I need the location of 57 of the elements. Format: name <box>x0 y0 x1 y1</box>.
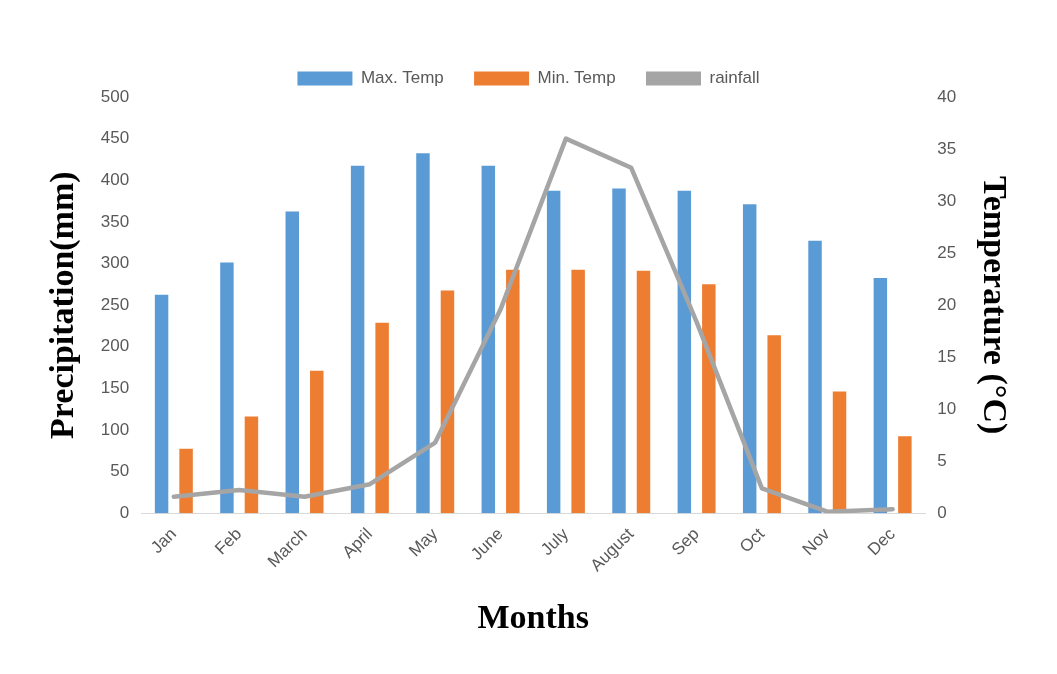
y-tick-label: 0 <box>119 503 130 523</box>
bar <box>742 204 757 514</box>
y-tick-label: 400 <box>100 169 130 189</box>
bar <box>416 153 430 514</box>
bar <box>220 262 234 514</box>
y-tick-label: 450 <box>100 128 130 148</box>
legend-label: rainfall <box>709 68 760 88</box>
bar <box>546 190 561 514</box>
legend-label: Min. Temp <box>537 68 616 88</box>
y2-tick-label: 40 <box>937 86 957 106</box>
bar <box>440 290 455 514</box>
bar <box>179 448 193 514</box>
bar <box>481 165 496 514</box>
x-tick-label: Sep <box>667 524 703 560</box>
bar <box>612 188 626 514</box>
y2-tick-label: 15 <box>937 346 957 366</box>
y-tick-label: 500 <box>100 86 130 106</box>
x-tick-label: Nov <box>798 523 834 560</box>
y-tick-label: 50 <box>110 461 130 481</box>
y2-tick-label: 5 <box>937 450 947 470</box>
x-tick-label: Feb <box>211 524 246 559</box>
y2-tick-label: 0 <box>937 503 947 523</box>
bar <box>636 270 651 514</box>
x-tick-label: Jan <box>147 524 180 558</box>
x-tick-label: May <box>405 523 442 561</box>
y-tick-label: 300 <box>100 253 130 273</box>
bar <box>285 211 300 514</box>
bar <box>375 322 389 514</box>
y-tick-label: 250 <box>100 294 130 314</box>
bar <box>873 278 888 514</box>
y-tick-label: 200 <box>100 336 130 356</box>
y-tick-label: 150 <box>100 378 130 398</box>
x-tick-label: Oct <box>735 524 769 557</box>
y2-axis-title: Temperature (°C) <box>975 176 1014 435</box>
legend-label: Max. Temp <box>360 68 444 88</box>
bar <box>571 269 585 514</box>
bar <box>506 269 520 514</box>
x-tick-label: Dec <box>863 523 900 560</box>
bar <box>310 370 324 514</box>
y2-tick-label: 20 <box>937 294 957 314</box>
bar <box>244 416 259 514</box>
bar <box>808 240 822 514</box>
bar <box>677 190 692 514</box>
bar <box>898 436 912 514</box>
x-axis-title: Months <box>477 598 589 636</box>
bar <box>702 284 716 514</box>
bar <box>154 294 169 514</box>
y-tick-label: 350 <box>100 211 130 231</box>
bar <box>350 165 365 514</box>
y-axis-title: Precipitation(mm) <box>43 171 82 439</box>
y-tick-label: 100 <box>100 419 130 439</box>
y2-tick-label: 25 <box>937 242 957 262</box>
y2-tick-label: 10 <box>937 398 957 418</box>
y2-tick-label: 30 <box>937 190 957 210</box>
bar <box>767 335 781 514</box>
y2-tick-label: 35 <box>937 138 957 158</box>
x-tick-label: July <box>537 523 573 560</box>
